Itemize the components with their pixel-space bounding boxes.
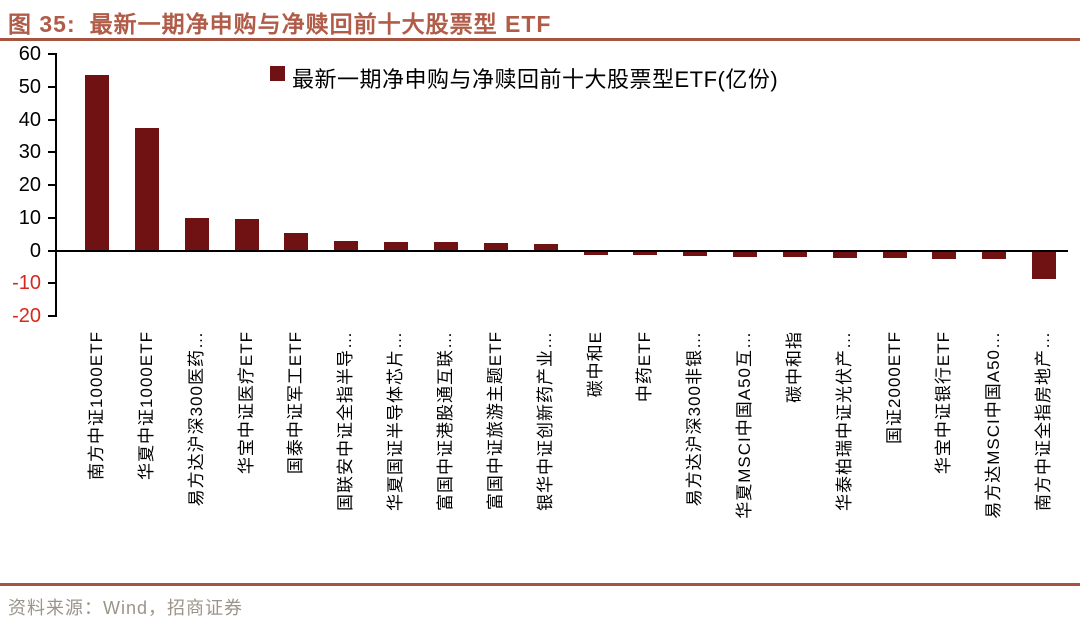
- y-tick-mark: [48, 249, 57, 252]
- bar: [334, 241, 359, 251]
- figure-title: 图 35: 最新一期净申购与净赎回前十大股票型 ETF: [8, 5, 1072, 39]
- y-tick-mark: [48, 282, 57, 285]
- y-axis: 60 50 40 30 20 10 0 -10 -20: [0, 43, 57, 327]
- y-tick-label: 50: [18, 75, 41, 98]
- bar: [85, 75, 109, 251]
- x-axis-label: 易方达沪深300非银…: [685, 331, 705, 507]
- bar: [782, 250, 807, 258]
- bar: [184, 217, 209, 251]
- y-tick-mark: [48, 53, 57, 55]
- x-axis-label: 碳中和E: [585, 331, 605, 398]
- x-axis-label: 华泰柏瑞中证光伏产…: [834, 331, 854, 511]
- legend-swatch: [270, 66, 285, 81]
- chart-legend: 最新一期净申购与净赎回前十大股票型ETF(亿份): [270, 62, 778, 94]
- source-note: 资料来源：Wind，招商证券: [8, 598, 244, 618]
- bar: [683, 250, 708, 257]
- figure-title-text: 最新一期净申购与净赎回前十大股票型 ETF: [89, 11, 552, 37]
- bar: [932, 250, 957, 259]
- bar: [633, 250, 658, 256]
- bar: [982, 250, 1007, 259]
- bar: [234, 219, 259, 251]
- x-axis-label: 银华中证创新药产业…: [535, 331, 555, 511]
- x-axis-label: 华夏MSCI中国A50互…: [735, 331, 755, 519]
- bar: [284, 232, 309, 251]
- figure-number-label: 图 35:: [8, 11, 76, 37]
- y-tick-mark: [48, 118, 57, 121]
- y-tick-mark: [48, 184, 57, 186]
- bar: [583, 250, 608, 255]
- y-tick-label: -10: [12, 272, 41, 295]
- y-tick-mark: [48, 85, 57, 88]
- title-underline: [0, 38, 1080, 41]
- y-tick-label: 10: [18, 206, 41, 229]
- x-axis-label: 碳中和指: [784, 331, 804, 403]
- bar: [882, 250, 907, 259]
- x-axis-label: 南方中证1000ETF: [87, 331, 106, 480]
- y-tick-label: 20: [18, 174, 41, 196]
- bar: [483, 242, 508, 251]
- x-axis-label: 富国中证港股通互联…: [435, 331, 455, 511]
- bar: [433, 242, 458, 251]
- y-tick-mark: [48, 216, 57, 219]
- x-axis-label: 国证2000ETF: [884, 331, 904, 444]
- bar: [533, 244, 558, 251]
- plot-area: [57, 54, 1068, 316]
- y-tick-label: -20: [12, 305, 41, 327]
- x-axis-label: 中药ETF: [635, 331, 655, 403]
- x-axis-zero-line: [57, 249, 1068, 252]
- bar: [384, 242, 409, 251]
- y-tick-mark: [48, 151, 57, 154]
- y-tick-mark: [48, 315, 57, 317]
- y-tick-label: 30: [18, 141, 41, 164]
- x-axis-label: 南方中证全指房地产…: [1034, 331, 1054, 511]
- x-axis-label: 易方达沪深300医药…: [186, 331, 206, 507]
- x-axis-label: 华夏中证1000ETF: [136, 331, 156, 480]
- y-tick-label: 60: [18, 43, 41, 65]
- footer-divider: [0, 583, 1080, 586]
- x-axis-label: 华夏国证半导体芯片…: [386, 331, 406, 511]
- legend-label: 最新一期净申购与净赎回前十大股票型ETF(亿份): [292, 67, 779, 92]
- x-axis-label: 易方达MSCI中国A50…: [984, 331, 1004, 519]
- bar: [733, 250, 758, 257]
- x-axis-label: 国泰中证军工ETF: [286, 331, 306, 475]
- bar: [134, 127, 159, 251]
- x-axis-label: 国联安中证全指半导…: [336, 331, 356, 511]
- y-tick-label: 40: [18, 108, 41, 131]
- x-axis-label: 华宝中证医疗ETF: [236, 331, 256, 475]
- x-axis-labels: 南方中证1000ETF 华夏中证1000ETF 易方达沪深300医药… 华宝中证医疗E…: [57, 331, 1068, 586]
- y-tick-label: 0: [29, 239, 41, 262]
- bar: [832, 250, 857, 259]
- x-axis-label: 富国中证旅游主题ETF: [485, 331, 505, 511]
- bar: [1032, 250, 1057, 280]
- x-axis-label: 华宝中证银行ETF: [934, 331, 954, 475]
